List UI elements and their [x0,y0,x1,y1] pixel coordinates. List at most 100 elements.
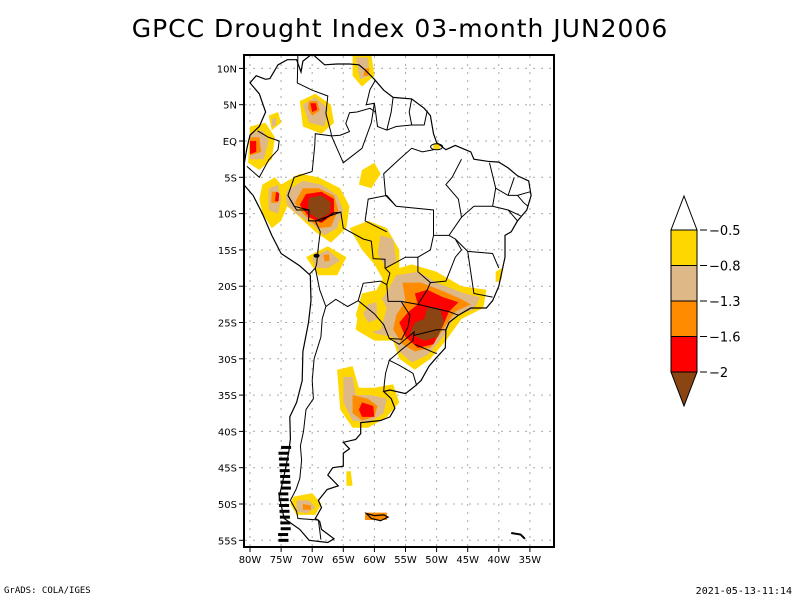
colorbar-segment [670,336,698,373]
drought-regions [248,55,502,520]
country-border [383,147,434,207]
drought-contour-level-2 [377,235,397,269]
x-tick-label: 35W [519,555,542,566]
chilean-islands [278,451,289,455]
chilean-islands [278,492,289,496]
drought-region-ecuador-north-coast [268,112,282,131]
colorbar-label: −1.6 [709,331,741,346]
chilean-islands [280,474,291,478]
drought-contour-level-4 [274,191,280,202]
y-tick-label: EQ [223,137,237,148]
drought-region-venezuela-north [352,55,375,87]
chilean-islands [281,445,292,449]
country-border [364,158,463,236]
country-border [507,209,521,217]
chilean-islands [279,463,290,467]
chilean-islands [279,469,290,473]
drought-region-southern-brazil-paraguay [355,264,487,370]
country-border [467,251,493,298]
country-border [388,330,418,386]
colorbar-segment [670,300,698,337]
drought-region-colombia-venezuela [299,93,334,134]
country-border [517,195,529,207]
chilean-islands [278,533,289,537]
lake-titicaca [313,253,320,258]
colorbar-label: −0.8 [709,260,741,275]
chilean-islands [280,521,291,525]
drought-contour-level-1 [346,471,353,486]
drought-region-amazon-mouth [433,143,440,150]
y-tick-label: 10S [218,210,237,221]
coastline-borders [244,55,532,544]
map-title: GPCC Drought Index 03-month JUN2006 [131,14,669,43]
drought-contour-level-3 [323,254,330,262]
chilean-islands [280,480,291,484]
drought-contour-level-4 [358,402,375,417]
country-border [417,234,463,284]
drought-region-patagonia-south [290,493,322,515]
timestamp: 2021-05-13-11:14 [695,586,792,597]
x-tick-label: 45W [456,555,479,566]
chilean-islands [279,509,290,513]
x-tick-label: 60W [363,555,386,566]
y-tick-label: 5S [224,173,237,184]
chilean-islands [280,527,291,531]
south-georgia-island [511,532,526,540]
y-axis-ticks: 10N 5N EQ 5S 10S 15S 20S 25S 30S 35S 40S 45S 50S 55S [217,64,244,547]
drought-contour-level-3 [302,504,311,510]
x-tick-label: 55W [394,555,417,566]
x-tick-label: 75W [270,555,293,566]
chilean-islands [278,457,289,461]
colorbar-legend: −0.5 −0.8 −1.3 −1.6 −2 [670,194,741,408]
grads-credit: GrADS: COLA/IGES [4,586,91,596]
drought-region-ecuador [248,122,275,170]
drought-region-amazon-central [358,162,381,189]
y-tick-label: 20S [218,282,237,293]
drought-region-argentina-pampas [337,366,400,428]
y-tick-label: 10N [217,64,237,75]
chilean-islands [278,538,289,542]
country-border [495,187,531,196]
colorbar-top-triangle [670,194,698,231]
y-tick-label: 55S [218,536,237,547]
country-border [309,211,341,222]
x-tick-label: 40W [487,555,510,566]
y-tick-label: 35S [218,391,237,402]
country-border [417,303,459,316]
drought-region-patagonia-coast [346,471,353,486]
colorbar-label: −1.3 [709,295,741,310]
y-tick-label: 5N [223,101,237,112]
drought-contour-level-4 [310,103,318,112]
x-axis-ticks: 80W 75W 70W 65W 60W 55W 50W 45W 40W 35W [239,547,542,566]
country-border [287,195,310,211]
y-tick-label: 30S [218,355,237,366]
colorbar-segment [670,265,698,302]
country-border [331,107,376,137]
country-border [412,329,446,337]
chilean-islands [278,498,289,502]
country-border [383,360,390,392]
x-tick-label: 70W [301,555,324,566]
x-tick-label: 80W [239,555,262,566]
drought-contour-level-4 [250,141,257,155]
drought-region-peru-west [259,177,288,229]
chilean-islands [280,486,291,490]
y-tick-label: 40S [218,427,237,438]
country-border [489,162,497,207]
colorbar-segment [670,229,698,266]
drought-region-bolivia-south [306,246,347,276]
country-border [401,282,431,305]
drought-region-central-peru-bolivia [278,173,350,243]
x-tick-label: 50W [425,555,448,566]
country-border [314,211,391,308]
country-border [296,55,333,172]
y-tick-label: 25S [218,319,237,330]
y-tick-label: 45S [218,464,237,475]
marajo-island [430,143,444,151]
country-border [414,343,437,355]
drought-contour-level-5 [409,308,445,341]
falkland-islands [364,512,390,522]
colorbar-label: −2 [709,366,728,381]
chilean-islands [279,504,290,507]
